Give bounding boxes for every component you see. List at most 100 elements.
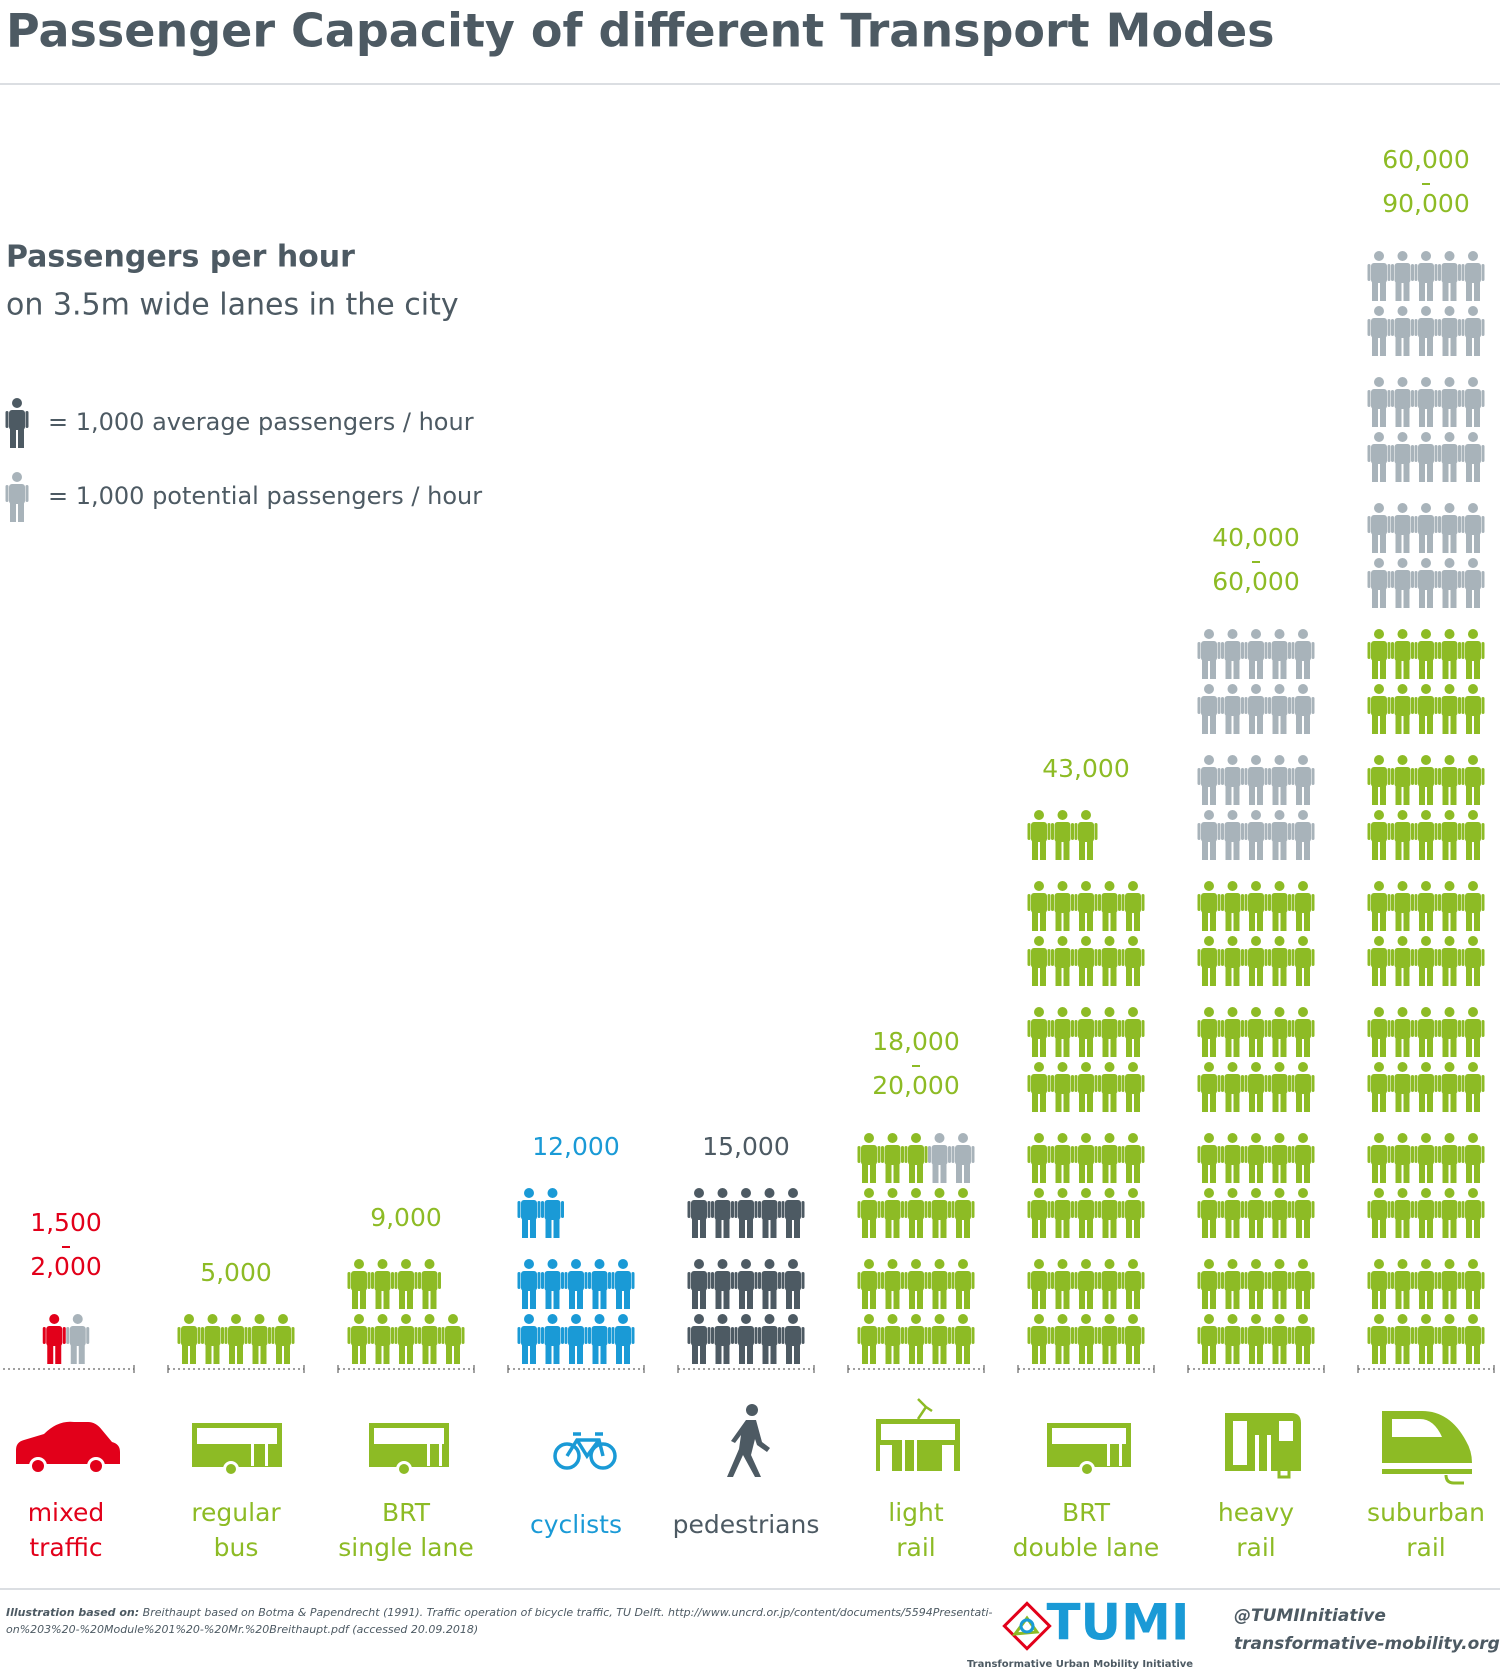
arm — [1434, 768, 1438, 785]
arm — [438, 1272, 441, 1289]
suburban-rail-icon — [1382, 1411, 1472, 1485]
leg — [870, 1289, 876, 1309]
arm — [1461, 1201, 1465, 1218]
torso — [1054, 948, 1071, 968]
head — [571, 1259, 581, 1269]
arm — [1264, 1327, 1268, 1344]
arm — [1391, 768, 1394, 785]
head — [1251, 881, 1261, 891]
torso — [374, 1271, 391, 1291]
head — [887, 1188, 898, 1198]
leg — [1419, 1218, 1425, 1238]
head — [448, 1314, 458, 1324]
arm — [1438, 894, 1441, 911]
arm — [1391, 823, 1394, 840]
leg — [762, 1218, 769, 1238]
arm — [1411, 516, 1414, 533]
head — [1274, 1188, 1285, 1198]
leg — [1466, 1289, 1472, 1309]
leg — [1202, 785, 1208, 805]
arm — [1098, 1020, 1101, 1037]
person-icon — [1268, 936, 1291, 986]
arm — [1197, 1146, 1201, 1163]
arm — [1241, 1075, 1244, 1092]
leg — [260, 1344, 267, 1364]
person-icon — [517, 1188, 541, 1238]
person-icon — [1197, 881, 1221, 931]
torso — [1371, 1326, 1387, 1346]
leg — [1395, 588, 1402, 608]
person-icon — [928, 1314, 951, 1364]
person-icon — [1391, 251, 1414, 301]
torso — [1271, 948, 1288, 968]
person-icon — [1461, 684, 1485, 734]
arm — [1461, 1146, 1465, 1163]
arm — [731, 1201, 734, 1218]
leg — [1225, 966, 1232, 986]
head — [1397, 629, 1408, 639]
leg — [1134, 1289, 1140, 1309]
torso — [1101, 1200, 1118, 1220]
head — [1298, 810, 1308, 820]
head — [1374, 1188, 1384, 1198]
arm — [1141, 1272, 1145, 1289]
torso — [1271, 1145, 1288, 1165]
person-icon — [541, 1259, 564, 1309]
head — [1421, 684, 1431, 694]
source-line: Breithaupt based on Botma & Papendrecht … — [143, 1606, 993, 1619]
arm — [1241, 697, 1244, 714]
leg — [1372, 659, 1378, 679]
person-icon — [1121, 1133, 1145, 1183]
person-icon — [1268, 881, 1291, 931]
person-icon — [1367, 558, 1391, 608]
arm — [924, 1272, 928, 1289]
person-icon — [1027, 936, 1051, 986]
head — [1374, 684, 1384, 694]
arm — [1367, 697, 1371, 714]
arm — [1071, 1075, 1074, 1092]
torso — [1054, 1271, 1071, 1291]
head — [1444, 881, 1455, 891]
arm — [1481, 1020, 1485, 1037]
torso — [1031, 1019, 1047, 1039]
torso — [1394, 948, 1411, 968]
torso — [955, 1271, 971, 1291]
arm — [1438, 697, 1441, 714]
leg — [1102, 1289, 1109, 1309]
leg — [1419, 533, 1425, 553]
leg — [1272, 1092, 1279, 1112]
torso — [1078, 1019, 1094, 1039]
arm — [1051, 1201, 1054, 1218]
leg — [964, 1163, 970, 1183]
leg — [1380, 659, 1386, 679]
arm — [1051, 823, 1054, 840]
torso — [1224, 767, 1241, 787]
arm — [1461, 390, 1465, 407]
leg — [592, 1289, 599, 1309]
leg — [1280, 714, 1287, 734]
leg — [964, 1218, 970, 1238]
torso — [931, 1145, 948, 1165]
person-icon — [1197, 1188, 1221, 1238]
torso — [1465, 1271, 1481, 1291]
leg — [47, 1344, 54, 1364]
head — [1251, 936, 1261, 946]
leg — [1126, 966, 1132, 986]
leg — [1427, 533, 1433, 553]
torso — [1418, 318, 1434, 338]
head — [1397, 251, 1408, 261]
torso — [1418, 1019, 1434, 1039]
leg — [1450, 533, 1457, 553]
arm — [1461, 697, 1465, 714]
arm — [1071, 894, 1074, 911]
head — [254, 1314, 265, 1324]
leg — [1063, 1163, 1070, 1183]
torso — [955, 1326, 971, 1346]
torso — [1465, 1200, 1481, 1220]
leg — [762, 1344, 769, 1364]
torso — [785, 1271, 801, 1291]
source-line: on%203%20-%20Module%201%20-%20Mr.%20Brei… — [6, 1623, 478, 1636]
leg — [553, 1344, 560, 1364]
head — [1227, 755, 1238, 765]
arm — [66, 1327, 70, 1344]
